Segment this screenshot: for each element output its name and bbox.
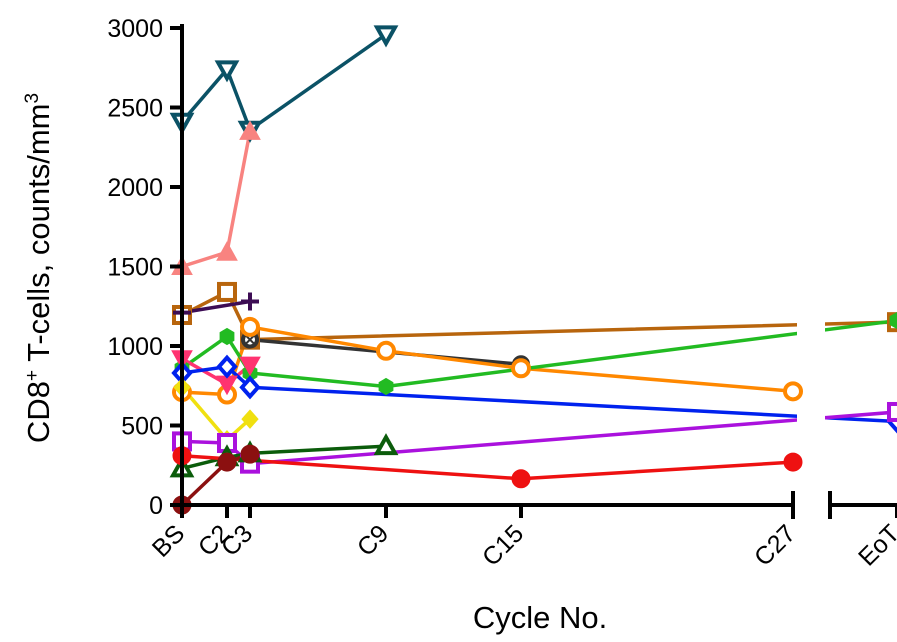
- y-tick-labels: 0 500 1000 1500 2000 2500 3000: [107, 15, 163, 520]
- y-axis-title-sup1: +: [22, 370, 43, 381]
- x-tick-label: EoT: [853, 519, 897, 571]
- x-tick-label: C3: [216, 519, 258, 561]
- x-tick-label: C9: [352, 519, 394, 561]
- data-point: [217, 281, 237, 302]
- data-point: [241, 409, 259, 429]
- data-point: [241, 292, 259, 311]
- series-13: [181, 453, 794, 481]
- series-line: [181, 364, 897, 424]
- y-tick-label: 500: [121, 413, 163, 441]
- axis-layer: [170, 24, 897, 519]
- series-layer: [169, 20, 897, 515]
- axis-break-gap: [797, 20, 825, 490]
- data-point: [378, 377, 394, 396]
- y-axis-title-prefix: CD8: [21, 381, 56, 443]
- y-tick-label: 1500: [107, 254, 163, 282]
- data-point: [376, 340, 396, 361]
- x-tick-label: C27: [749, 519, 801, 571]
- series-line: [181, 410, 897, 466]
- data-point: [511, 358, 531, 379]
- x-tick-label: C15: [477, 519, 529, 571]
- series-line: [180, 32, 388, 132]
- y-tick-label: 2000: [107, 174, 163, 202]
- data-point: [216, 241, 238, 261]
- x-tick-label: BS: [147, 519, 190, 562]
- series-markers: [169, 25, 399, 143]
- series-4: [181, 299, 251, 315]
- series-3: [181, 290, 897, 342]
- data-point: [887, 401, 897, 422]
- data-point: [783, 381, 803, 402]
- data-point: [783, 452, 803, 472]
- data-point: [373, 433, 399, 456]
- series-line: [181, 453, 794, 481]
- series-markers: [171, 354, 897, 434]
- series-line: [181, 444, 387, 471]
- y-axis-title-middle: T-cells, counts/mm: [21, 104, 56, 370]
- series-line: [181, 131, 252, 269]
- data-point: [511, 469, 531, 489]
- x-axis-title: Cycle No.: [473, 600, 607, 635]
- series-line: [181, 299, 251, 315]
- data-point: [216, 354, 238, 379]
- data-point: [240, 316, 260, 337]
- y-axis-title: CD8+ T-cells, counts/mm3: [21, 93, 56, 443]
- series-1: [180, 32, 388, 132]
- series-2: [181, 131, 252, 269]
- y-tick-label: 3000: [107, 15, 163, 43]
- data-point: [217, 452, 237, 472]
- series-markers: [172, 446, 803, 489]
- series-line: [181, 290, 897, 342]
- y-tick-label: 1000: [107, 333, 163, 361]
- series-11: [181, 410, 897, 466]
- y-tick-label: 0: [149, 492, 163, 520]
- data-point: [239, 356, 261, 377]
- data-point: [214, 60, 240, 83]
- data-point: [373, 25, 399, 48]
- y-tick-label: 2500: [107, 95, 163, 123]
- data-point: [889, 312, 897, 330]
- y-axis-title-sup2: 3: [22, 93, 43, 104]
- data-point: [239, 120, 261, 140]
- series-12: [181, 444, 387, 471]
- series-9: [181, 364, 897, 424]
- data-point: [219, 327, 235, 346]
- data-point: [240, 444, 260, 464]
- data-point: [239, 375, 261, 400]
